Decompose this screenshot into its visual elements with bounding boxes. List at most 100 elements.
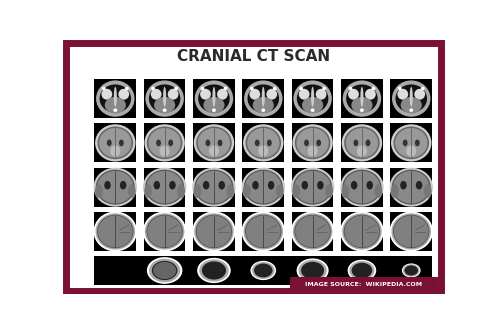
- Ellipse shape: [143, 212, 186, 251]
- Ellipse shape: [397, 89, 408, 100]
- Ellipse shape: [102, 86, 106, 90]
- Bar: [193, 256, 235, 285]
- Ellipse shape: [349, 261, 375, 280]
- Bar: [193, 123, 235, 162]
- Ellipse shape: [316, 89, 326, 100]
- Ellipse shape: [391, 184, 398, 198]
- Ellipse shape: [302, 97, 323, 113]
- Bar: [341, 212, 383, 251]
- Ellipse shape: [168, 89, 179, 100]
- Ellipse shape: [196, 215, 232, 248]
- Bar: [144, 212, 186, 251]
- Ellipse shape: [391, 124, 432, 161]
- Ellipse shape: [212, 108, 216, 112]
- Ellipse shape: [409, 108, 413, 112]
- Ellipse shape: [194, 213, 234, 249]
- Ellipse shape: [101, 89, 112, 100]
- Bar: [144, 168, 186, 207]
- Ellipse shape: [145, 213, 184, 249]
- Ellipse shape: [253, 97, 274, 113]
- Ellipse shape: [192, 168, 236, 207]
- Ellipse shape: [242, 212, 285, 251]
- Ellipse shape: [342, 184, 349, 198]
- Ellipse shape: [414, 89, 425, 100]
- Ellipse shape: [209, 146, 219, 157]
- Ellipse shape: [154, 97, 175, 113]
- Ellipse shape: [195, 170, 234, 205]
- Ellipse shape: [344, 126, 380, 159]
- Ellipse shape: [242, 168, 285, 207]
- Bar: [341, 123, 383, 162]
- Bar: [95, 212, 136, 251]
- Ellipse shape: [344, 171, 380, 204]
- Ellipse shape: [273, 86, 277, 90]
- Ellipse shape: [307, 146, 318, 157]
- Ellipse shape: [151, 86, 155, 90]
- Ellipse shape: [304, 140, 309, 146]
- Ellipse shape: [365, 89, 376, 100]
- Ellipse shape: [153, 262, 176, 279]
- Ellipse shape: [390, 212, 433, 251]
- Ellipse shape: [147, 215, 183, 248]
- Ellipse shape: [95, 184, 103, 198]
- Ellipse shape: [266, 89, 277, 100]
- Bar: [243, 256, 284, 285]
- Ellipse shape: [403, 140, 407, 146]
- Ellipse shape: [145, 170, 184, 205]
- Ellipse shape: [96, 213, 135, 249]
- Ellipse shape: [298, 260, 327, 281]
- Ellipse shape: [113, 108, 117, 112]
- Ellipse shape: [348, 86, 352, 90]
- Ellipse shape: [163, 87, 166, 107]
- Ellipse shape: [244, 81, 283, 117]
- Ellipse shape: [252, 181, 259, 189]
- Ellipse shape: [351, 181, 357, 189]
- Ellipse shape: [195, 81, 233, 117]
- Ellipse shape: [202, 261, 226, 280]
- Ellipse shape: [177, 184, 185, 198]
- Ellipse shape: [98, 126, 133, 159]
- Ellipse shape: [244, 170, 283, 205]
- Ellipse shape: [249, 89, 260, 100]
- Bar: [391, 123, 432, 162]
- Ellipse shape: [325, 184, 333, 198]
- Ellipse shape: [343, 170, 382, 205]
- Ellipse shape: [261, 108, 265, 112]
- Ellipse shape: [147, 126, 183, 159]
- Ellipse shape: [99, 128, 132, 158]
- Ellipse shape: [163, 108, 166, 112]
- Ellipse shape: [357, 146, 367, 157]
- Bar: [391, 212, 432, 251]
- Ellipse shape: [97, 171, 134, 204]
- Ellipse shape: [295, 215, 330, 248]
- Ellipse shape: [254, 264, 273, 278]
- Ellipse shape: [169, 181, 176, 189]
- Bar: [391, 168, 432, 207]
- Ellipse shape: [198, 84, 230, 113]
- Ellipse shape: [291, 168, 334, 207]
- Ellipse shape: [205, 140, 210, 146]
- Ellipse shape: [243, 124, 284, 161]
- Ellipse shape: [96, 170, 135, 205]
- Bar: [292, 79, 334, 118]
- Ellipse shape: [194, 184, 201, 198]
- Ellipse shape: [128, 184, 136, 198]
- Ellipse shape: [218, 181, 225, 189]
- Ellipse shape: [316, 140, 321, 146]
- Ellipse shape: [366, 181, 373, 189]
- Ellipse shape: [403, 264, 419, 277]
- Ellipse shape: [394, 215, 429, 248]
- Bar: [290, 277, 438, 292]
- Ellipse shape: [246, 126, 281, 159]
- Bar: [95, 79, 136, 118]
- Ellipse shape: [297, 128, 329, 158]
- Ellipse shape: [295, 171, 331, 204]
- Ellipse shape: [340, 212, 384, 251]
- Ellipse shape: [424, 184, 432, 198]
- Ellipse shape: [375, 184, 382, 198]
- Ellipse shape: [248, 84, 279, 113]
- Ellipse shape: [247, 128, 280, 158]
- Ellipse shape: [317, 181, 324, 189]
- Ellipse shape: [258, 146, 268, 157]
- Ellipse shape: [252, 262, 275, 279]
